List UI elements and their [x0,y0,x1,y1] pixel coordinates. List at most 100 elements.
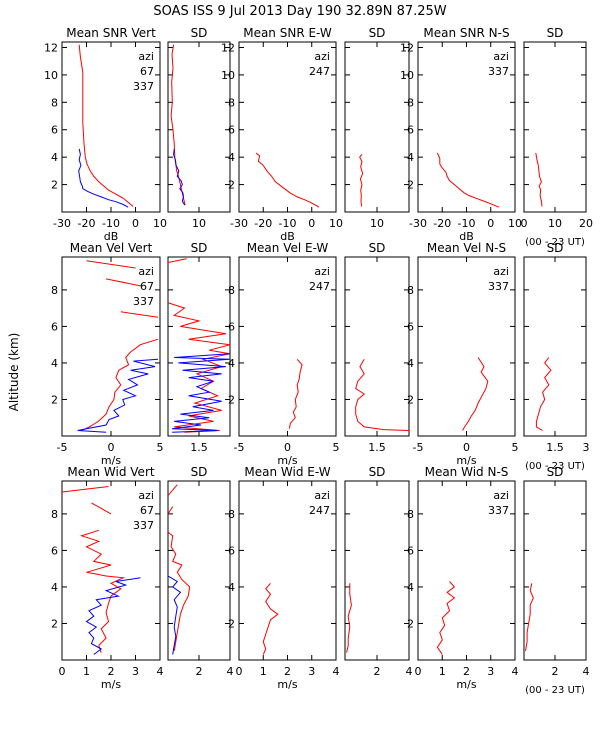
x-tick-label: 0 [521,217,528,230]
x-axis-label: m/s [101,454,121,467]
y-tick-label: 6 [51,124,58,137]
x-tick-label: 0 [59,665,66,678]
x-tick-label: 4 [406,665,413,678]
x-tick-label: 2 [374,665,381,678]
series-line-blue [85,577,141,655]
y-tick-label: 12 [400,41,414,54]
panel-title: SD [369,465,386,479]
panel-frame [344,41,410,213]
series-line-red [62,486,126,653]
series-line-red [462,357,489,431]
x-tick-label: 4 [333,665,340,678]
x-tick-label: -5 [234,441,245,454]
panel-r0-c5: SD 0 10 20 [521,26,594,230]
panel-title: SD [191,465,208,479]
x-tick-label: 3 [583,441,590,454]
panel-frame [167,41,231,213]
y-tick-label: 2 [407,617,414,630]
y-tick-label: 2 [228,617,235,630]
series-line-blue [173,148,186,206]
x-tick-label: 1.5 [190,441,208,454]
series-line-red [168,484,191,651]
legend-header: azi [493,50,509,63]
x-tick-label: 0 [108,441,115,454]
x-tick-label: -10 [279,217,297,230]
y-tick-label: 8 [228,508,235,521]
y-tick-label: 4 [407,357,414,370]
panel-title: SD [191,241,208,255]
y-tick-label: 12 [221,41,235,54]
panel-frame [167,256,231,437]
panel-r0-c0: Mean SNR Vert 2 4 6 8 10 12 -30 -20 -10 0 10 dB azi 67… [44,26,167,243]
y-tick-label: 4 [228,357,235,370]
panel-title: SD [369,26,386,40]
y-tick-label: 2 [407,393,414,406]
y-tick-label: 10 [400,69,414,82]
panel-r1-c2: Mean Vel E-W 2 4 6 8 -5 0 5 m/s azi 247 [228,241,340,467]
x-tick-label: 3 [132,665,139,678]
y-tick-label: 2 [228,393,235,406]
y-tick-label: 2 [228,179,235,192]
x-tick-label: 4 [157,665,164,678]
panel-r2-c5: SD 2 4 [523,465,590,678]
series-line-red [81,260,159,431]
y-tick-label: 8 [228,96,235,109]
legend-header: azi [493,265,509,278]
panel-title: SD [547,26,564,40]
x-axis-label: dB [104,230,119,243]
panel-r0-c3: SD 10 [344,26,410,230]
legend-header: azi [314,50,330,63]
panel-title: Mean SNR Vert [66,26,156,40]
y-tick-label: 6 [51,544,58,557]
legend-entry: 337 [133,295,154,308]
panel-title: Mean Vel E-W [247,241,329,255]
panel-r2-c2: Mean Wid E-W 2 4 6 8 0 1 2 3 4 m/s azi 247 [228,465,340,691]
panel-r1-c5: SD 1.5 3 [523,241,590,454]
panel-r1-c4: Mean Vel N-S 2 4 6 8 -5 0 5 m/s azi 337 [407,241,519,467]
x-tick-label: -20 [433,217,451,230]
x-tick-label: 0 [415,665,422,678]
legend-entry: 67 [140,504,154,517]
panel-title: SD [191,26,208,40]
x-tick-label: -30 [53,217,71,230]
x-tick-label: 10 [548,217,562,230]
panel-frame [344,480,410,661]
series-line-red [436,581,456,655]
panel-title: Mean Wid E-W [244,465,330,479]
x-tick-label: 10 [370,217,384,230]
y-tick-label: 8 [51,284,58,297]
x-tick-label: 0 [284,441,291,454]
legend-header: azi [493,489,509,502]
y-tick-label: 8 [228,284,235,297]
series-line-red [535,152,543,207]
series-line-blue [78,148,129,208]
x-tick-label: -5 [57,441,68,454]
y-tick-label: 2 [407,179,414,192]
y-tick-label: 6 [51,320,58,333]
y-axis-label: Altitude (km) [7,333,21,412]
x-tick-label: -10 [458,217,476,230]
series-line-blue [168,575,182,655]
legend-entry: 247 [309,504,330,517]
legend-entry: 337 [488,65,509,78]
x-tick-label: -30 [409,217,427,230]
legend-header: azi [138,50,154,63]
y-tick-label: 6 [228,320,235,333]
x-tick-label: -20 [78,217,96,230]
legend-header: azi [314,265,330,278]
legend-entry: 337 [133,80,154,93]
x-axis-label: m/s [101,678,121,691]
legend-entry: 247 [309,280,330,293]
x-tick-label: 1.5 [368,441,386,454]
panel-r0-c4: Mean SNR N-S 2 4 6 8 10 12 -30 -20 -10 0 10 dB azi 337 [400,26,522,243]
x-tick-label: 0 [463,441,470,454]
panel-title: Mean SNR N-S [423,26,509,40]
panel-title: Mean Wid Vert [67,465,154,479]
series-line-red [355,359,409,431]
y-tick-label: 2 [51,179,58,192]
panel-r1-c3: SD 1.5 [344,241,410,454]
x-tick-label: -10 [102,217,120,230]
panel-r2-c3: SD 2 4 [344,465,413,678]
x-axis-label: m/s [277,678,297,691]
x-tick-label: 0 [308,217,315,230]
